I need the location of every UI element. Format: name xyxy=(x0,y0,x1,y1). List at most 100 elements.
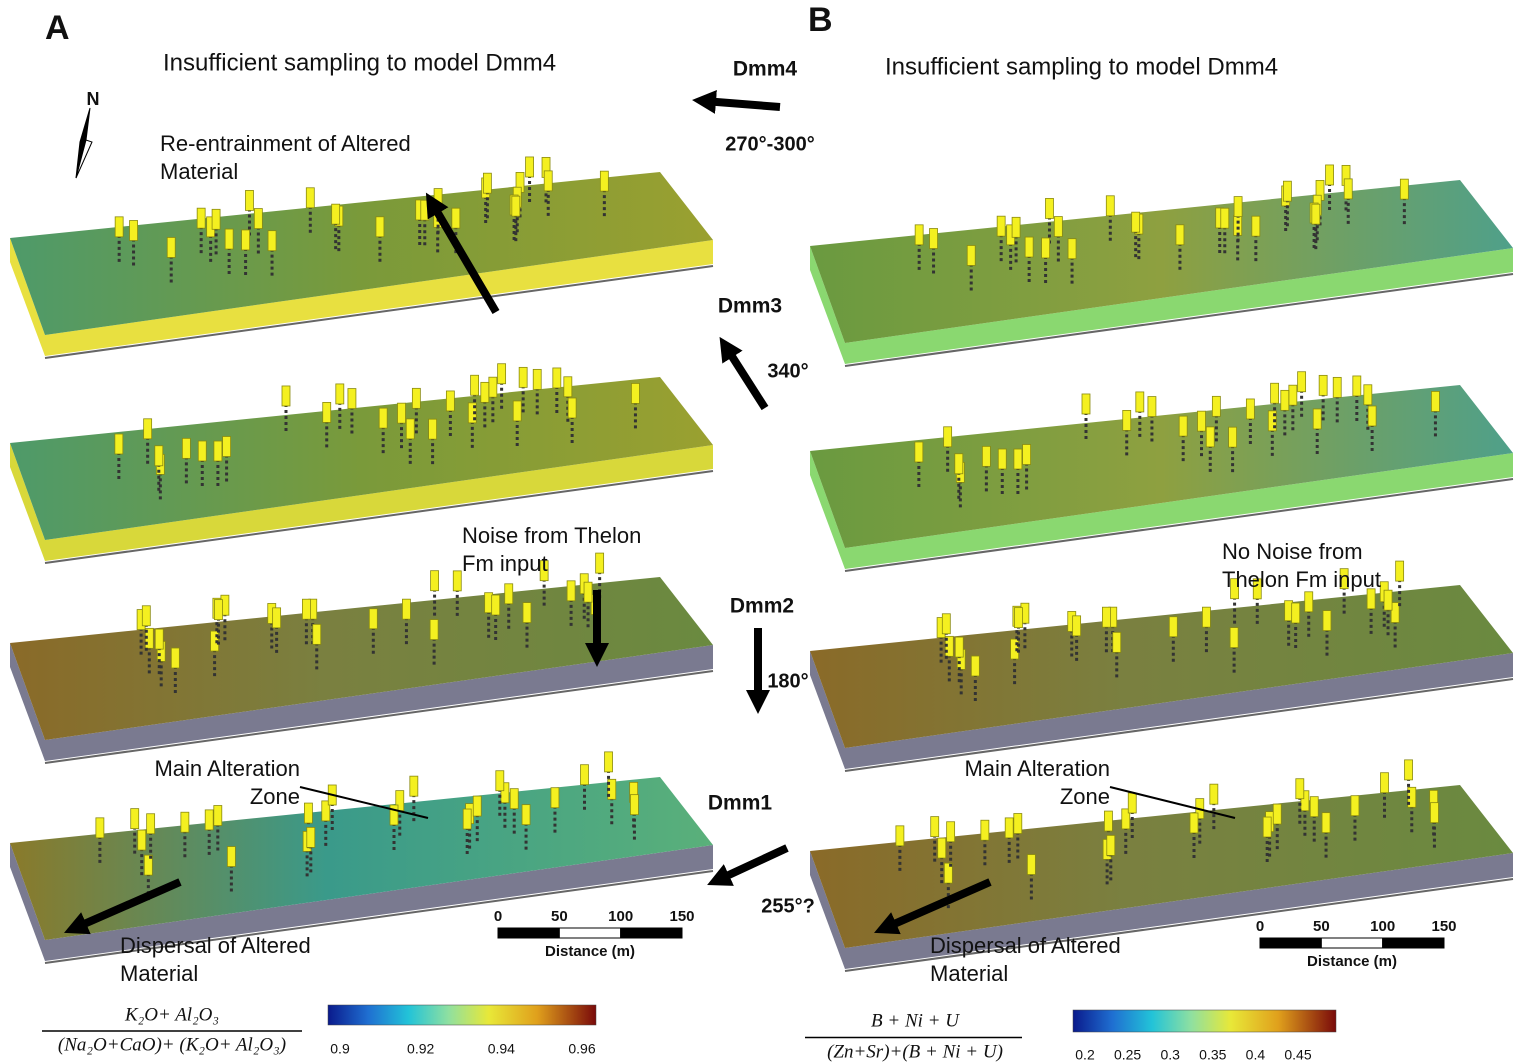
sample-marker xyxy=(1176,225,1184,245)
sample-marker xyxy=(197,208,205,228)
scale-tick: 100 xyxy=(608,908,633,925)
panel-note: Insufficient sampling to model Dmm4 xyxy=(885,53,1278,80)
sample-marker xyxy=(1104,811,1112,831)
sample-marker xyxy=(1430,803,1438,823)
sample-marker xyxy=(1292,603,1300,623)
sample-marker xyxy=(205,810,213,830)
sample-marker xyxy=(944,427,952,447)
block-models xyxy=(10,157,1513,971)
sample-marker xyxy=(1396,561,1404,581)
sample-marker xyxy=(1367,589,1375,609)
sample-marker xyxy=(1364,385,1372,405)
sample-marker xyxy=(1113,632,1121,652)
sample-marker xyxy=(171,648,179,668)
sample-marker xyxy=(938,838,946,858)
sample-marker xyxy=(567,581,575,601)
sample-marker xyxy=(512,196,520,216)
sample-marker xyxy=(955,637,963,657)
sample-marker xyxy=(1106,196,1114,216)
annotation: Material xyxy=(930,961,1008,986)
sample-marker xyxy=(1148,397,1156,417)
sample-marker xyxy=(410,776,418,796)
sample-marker xyxy=(1014,814,1022,834)
colorbar-tick: 0.3 xyxy=(1160,1047,1180,1063)
sample-marker xyxy=(402,599,410,619)
sample-marker xyxy=(1351,796,1359,816)
sample-marker xyxy=(1271,383,1279,403)
annotation: Material xyxy=(160,159,238,184)
sample-marker xyxy=(245,190,253,210)
sample-marker xyxy=(181,812,189,832)
sample-marker xyxy=(1400,179,1408,199)
sample-marker xyxy=(1305,592,1313,612)
sample-marker xyxy=(1027,855,1035,875)
sample-marker xyxy=(1289,385,1297,405)
sample-marker xyxy=(1283,181,1291,201)
sample-marker xyxy=(452,208,460,228)
north-label: N xyxy=(87,89,100,109)
sample-marker xyxy=(446,391,454,411)
sample-marker xyxy=(306,188,314,208)
sample-marker xyxy=(130,221,138,241)
sample-marker xyxy=(1298,372,1306,392)
sample-marker xyxy=(564,377,572,397)
sample-marker xyxy=(254,209,262,229)
sample-marker xyxy=(214,600,222,620)
sample-marker xyxy=(1190,813,1198,833)
flow-name: Dmm3 xyxy=(718,295,782,318)
sample-marker xyxy=(1005,818,1013,838)
sample-marker xyxy=(223,436,231,456)
annotation: Material xyxy=(120,961,198,986)
scale-tick: 0 xyxy=(1256,918,1264,935)
sample-marker xyxy=(526,157,534,177)
formula-numerator: B + Ni + U xyxy=(871,1010,960,1031)
flow-direction: 270°-300° xyxy=(725,133,814,155)
sample-marker xyxy=(553,368,561,388)
sample-marker xyxy=(304,803,312,823)
annotation: No Noise from xyxy=(1222,539,1363,564)
sample-marker xyxy=(947,822,955,842)
annotation: Zone xyxy=(1060,784,1110,809)
sample-marker xyxy=(182,438,190,458)
sample-marker xyxy=(971,656,979,676)
sample-marker xyxy=(1073,616,1081,636)
sample-marker xyxy=(1431,391,1439,411)
sample-marker xyxy=(1384,590,1392,610)
sample-marker xyxy=(332,204,340,224)
colorbar xyxy=(1073,1010,1336,1032)
colorbar-tick: 0.96 xyxy=(568,1041,595,1057)
colorbar-tick: 0.2 xyxy=(1075,1047,1095,1063)
sample-marker xyxy=(942,614,950,634)
scale-tick: 0 xyxy=(494,908,502,925)
scale-tick: 150 xyxy=(669,908,694,925)
sample-marker xyxy=(144,419,152,439)
sample-marker xyxy=(489,377,497,397)
colorbar-tick: 0.45 xyxy=(1284,1047,1311,1063)
colorbar-tick: 0.4 xyxy=(1246,1047,1266,1063)
sample-marker xyxy=(96,818,104,838)
colorbar-tick: 0.94 xyxy=(488,1041,515,1057)
sample-marker xyxy=(227,847,235,867)
sample-marker xyxy=(596,553,604,573)
sample-marker xyxy=(1234,215,1242,235)
sample-marker xyxy=(568,398,576,418)
sample-marker xyxy=(1323,611,1331,631)
colorbar-tick: 0.9 xyxy=(330,1041,350,1057)
sample-marker xyxy=(1198,411,1206,431)
sample-marker xyxy=(492,595,500,615)
arrow xyxy=(726,347,765,408)
sample-marker xyxy=(471,375,479,395)
sample-marker xyxy=(323,402,331,422)
sample-marker xyxy=(544,171,552,191)
sample-marker xyxy=(1014,608,1022,628)
sample-marker xyxy=(1353,376,1361,396)
sample-marker xyxy=(225,229,233,249)
sample-marker xyxy=(369,609,377,629)
sample-marker xyxy=(551,788,559,808)
annotation: Re-entrainment of Altered xyxy=(160,131,411,156)
sample-marker xyxy=(931,817,939,837)
sample-marker xyxy=(483,173,491,193)
sample-marker xyxy=(1252,216,1260,236)
sample-marker xyxy=(1313,409,1321,429)
sample-marker xyxy=(605,752,613,772)
